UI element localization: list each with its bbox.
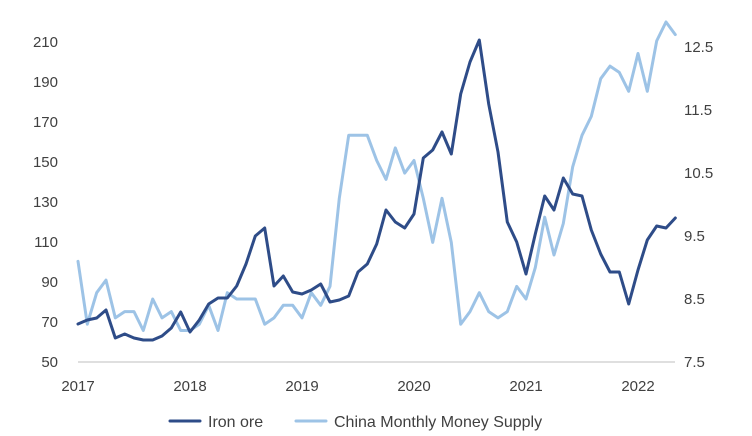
x-axis-ticks: 2017 2018 2019 2020 2021 2022 xyxy=(61,378,654,395)
right-y-tick-label: 12.5 xyxy=(684,39,713,56)
left-y-tick-label: 170 xyxy=(33,114,58,131)
x-tick-label: 2022 xyxy=(621,378,654,395)
legend-label: Iron ore xyxy=(208,414,263,431)
x-tick-label: 2019 xyxy=(285,378,318,395)
left-y-tick-label: 50 xyxy=(41,354,58,371)
legend-label: China Monthly Money Supply xyxy=(334,414,542,431)
left-y-tick-label: 110 xyxy=(34,234,58,251)
x-tick-label: 2017 xyxy=(61,378,94,395)
left-y-tick-label: 190 xyxy=(33,74,58,91)
right-y-tick-label: 10.5 xyxy=(684,165,713,182)
right-y-tick-label: 8.5 xyxy=(684,291,705,308)
right-y-tick-label: 9.5 xyxy=(684,228,705,245)
left-y-tick-label: 90 xyxy=(41,274,58,291)
right-y-tick-label: 7.5 xyxy=(684,354,705,371)
left-y-tick-label: 70 xyxy=(41,314,58,331)
x-tick-label: 2018 xyxy=(173,378,206,395)
left-y-tick-label: 130 xyxy=(33,194,58,211)
left-y-tick-label: 210 xyxy=(33,34,58,51)
x-tick-label: 2020 xyxy=(397,378,430,395)
x-tick-label: 2021 xyxy=(509,378,542,395)
series-line-iron-ore xyxy=(76,38,677,342)
plot-lines xyxy=(76,20,677,342)
series-line-money-supply xyxy=(76,20,677,332)
right-y-tick-label: 11.5 xyxy=(684,102,712,119)
right-y-axis-ticks: 7.5 8.5 9.5 10.5 11.5 12.5 xyxy=(684,39,713,371)
left-y-tick-label: 150 xyxy=(33,154,58,171)
legend: Iron ore China Monthly Money Supply xyxy=(168,414,542,431)
left-y-axis-ticks: 50 70 90 110 130 150 170 190 210 xyxy=(33,34,58,371)
legend-item-money-supply: China Monthly Money Supply xyxy=(294,414,542,431)
legend-item-iron-ore: Iron ore xyxy=(168,414,263,431)
